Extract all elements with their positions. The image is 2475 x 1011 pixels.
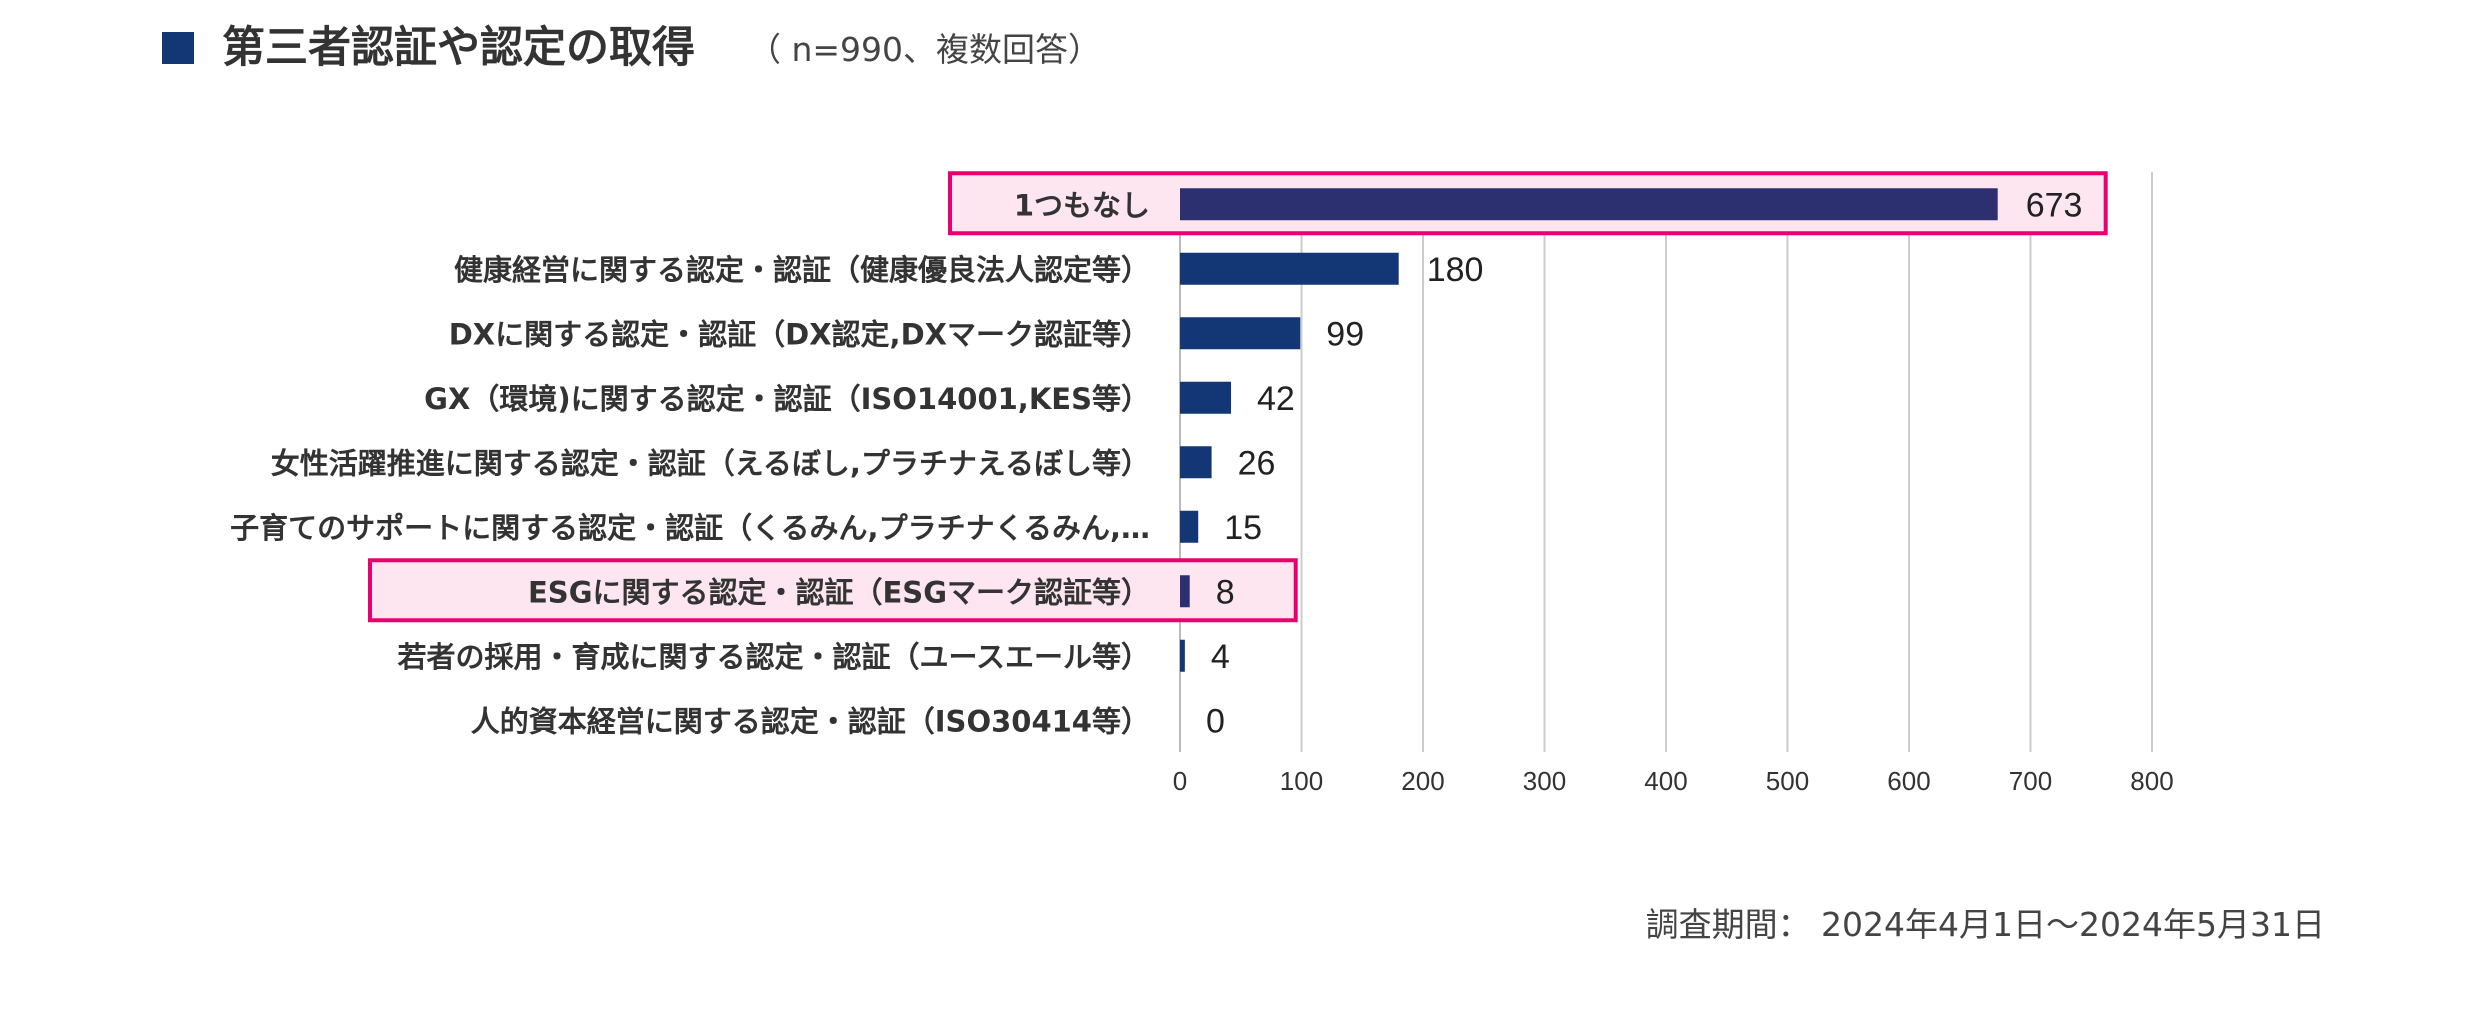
x-tick-label: 500 — [1766, 766, 1809, 796]
category-label: 若者の採用・育成に関する認定・認証（ユースエール等） — [397, 640, 1150, 674]
chart-subtitle: （ n=990、複数回答） — [748, 30, 1102, 69]
bar — [1180, 252, 1399, 285]
x-tick-label: 100 — [1280, 766, 1323, 796]
data-label: 8 — [1216, 573, 1235, 611]
x-tick-label: 800 — [2130, 766, 2173, 796]
category-label: 子育てのサポートに関する認定・認証（くるみん,プラチナくるみん,… — [230, 511, 1150, 545]
highlight-box — [368, 558, 1298, 623]
bar — [1180, 446, 1212, 479]
x-tick-label: 600 — [1887, 766, 1930, 796]
category-label: 健康経営に関する認定・認証（健康優良法人認定等） — [454, 253, 1150, 287]
data-label: 26 — [1238, 444, 1276, 482]
data-label: 673 — [2026, 186, 2083, 224]
x-tick-label: 300 — [1523, 766, 1566, 796]
chart-title: 第三者認証や認定の取得 — [222, 23, 695, 73]
bar — [1180, 639, 1185, 672]
bar — [1180, 188, 1998, 221]
data-label: 180 — [1427, 251, 1484, 289]
category-label: 人的資本経営に関する認定・認証（ISO30414等） — [471, 704, 1150, 738]
survey-period: 調査期間： 2024年4月1日～2024年5月31日 — [1645, 905, 2325, 944]
data-label: 0 — [1206, 702, 1225, 740]
bar-layer — [1180, 188, 1998, 672]
title-marker — [162, 32, 194, 64]
bar — [1180, 575, 1190, 608]
data-label: 15 — [1224, 509, 1262, 547]
x-tick-label: 400 — [1644, 766, 1687, 796]
x-tick-label: 0 — [1173, 766, 1187, 796]
bar — [1180, 317, 1301, 350]
label-layer: 0 100 200 300 400 500 600 700 800 1つもなし 673 健康経営に関す… — [230, 186, 2174, 796]
data-label: 4 — [1211, 638, 1230, 676]
x-tick-label: 700 — [2009, 766, 2052, 796]
category-label: DXに関する認定・認証（DX認定,DXマーク認証等） — [449, 317, 1150, 351]
bar — [1180, 510, 1199, 543]
data-label: 42 — [1257, 380, 1295, 418]
category-label: GX（環境)に関する認定・認証（ISO14001,KES等） — [424, 382, 1150, 416]
data-label: 99 — [1326, 315, 1364, 353]
category-label: 1つもなし — [1014, 188, 1150, 222]
category-label: 女性活躍推進に関する認定・認証（えるぼし,プラチナえるぼし等） — [271, 446, 1150, 480]
x-tick-label: 200 — [1401, 766, 1444, 796]
bar — [1180, 381, 1232, 414]
category-label: ESGに関する認定・認証（ESGマーク認証等） — [528, 575, 1150, 609]
